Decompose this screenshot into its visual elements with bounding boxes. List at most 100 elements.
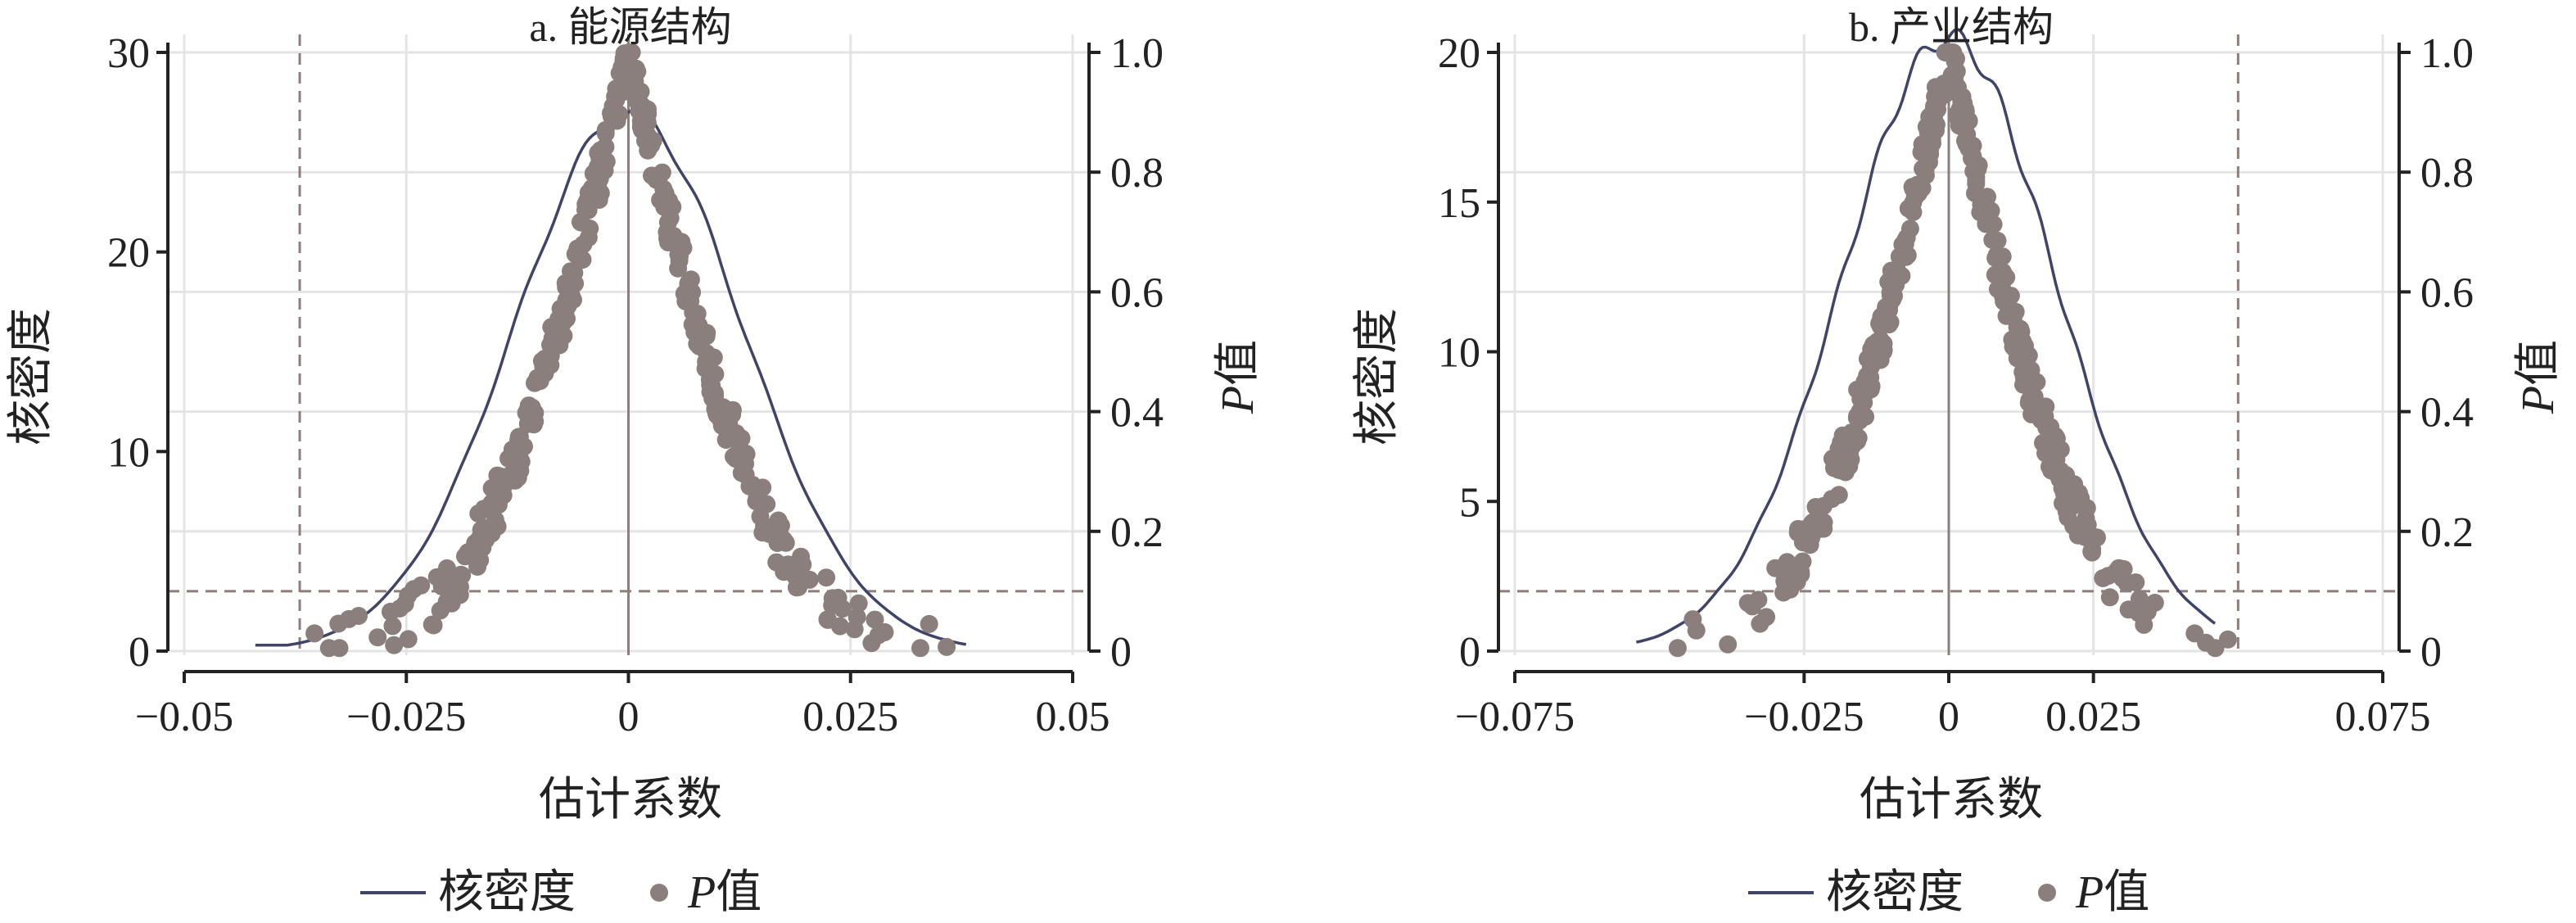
- p-value-point: [875, 622, 894, 641]
- x-tick-label: −0.075: [1455, 694, 1575, 740]
- legend-density-label: 核密度: [438, 867, 576, 918]
- p-value-point: [550, 310, 569, 328]
- p-value-point: [330, 639, 349, 658]
- left-axis-ticks: 0 10 20 30: [107, 30, 168, 676]
- p-value-point: [760, 525, 779, 543]
- chart-title: a. 能源结构: [529, 4, 731, 50]
- p-value-point: [1918, 152, 1937, 171]
- p-value-point: [1811, 499, 1829, 518]
- right-axis-ticks: 0 0.2 0.4 0.6 0.8 1.0: [2399, 30, 2474, 676]
- legend-p-suffix: 值: [716, 867, 762, 918]
- x-tick-label: −0.025: [346, 694, 466, 740]
- p-value-point: [1855, 373, 1874, 391]
- p-value-point: [541, 355, 560, 374]
- legend-p-prefix: P: [687, 867, 716, 918]
- p-value-point: [669, 259, 688, 278]
- p-value-point: [1998, 286, 2017, 305]
- p-value-point: [385, 636, 404, 654]
- legend-p-label: P值: [2075, 867, 2149, 918]
- x-tick-label: −0.025: [1744, 694, 1864, 740]
- p-value-point: [438, 569, 457, 588]
- p-value-point: [557, 278, 576, 296]
- p-value-point: [391, 599, 409, 618]
- p-value-point: [475, 500, 493, 518]
- p-value-point: [920, 614, 938, 633]
- right-tick-label: 0.2: [2420, 509, 2474, 556]
- p-value-point: [631, 111, 650, 130]
- p-value-point: [596, 124, 615, 143]
- x-tick-label: −0.05: [135, 694, 233, 740]
- p-value-point: [305, 624, 324, 643]
- left-axis-ticks: 0 5 10 15 20: [1438, 30, 1498, 676]
- p-value-point: [800, 570, 819, 589]
- p-value-point: [456, 547, 474, 566]
- p-value-point: [495, 477, 513, 495]
- p-value-point: [696, 360, 715, 378]
- p-value-point: [2022, 386, 2041, 405]
- p-value-point: [1855, 393, 1873, 412]
- right-axis-label-suffix: 值: [2513, 340, 2564, 386]
- right-axis-label: P值: [1213, 340, 1263, 414]
- p-value-point: [579, 228, 598, 247]
- p-value-point: [830, 617, 849, 636]
- p-value-point: [938, 637, 956, 656]
- p-value-point: [1738, 594, 1757, 613]
- p-value-point: [1953, 96, 1972, 114]
- p-value-point: [683, 283, 702, 301]
- p-value-point: [2206, 639, 2225, 658]
- p-value-point: [329, 614, 348, 633]
- left-tick-label: 10: [1438, 330, 1480, 377]
- left-tick-label: 0: [1459, 629, 1480, 676]
- p-value-points: [1668, 43, 2237, 658]
- p-value-point: [399, 630, 418, 649]
- p-value-point: [350, 607, 368, 625]
- p-value-point: [670, 241, 689, 260]
- legend-p-swatch: [650, 884, 668, 902]
- p-value-point: [2054, 494, 2072, 513]
- right-axis-label-prefix: P: [2513, 386, 2564, 414]
- left-tick-label: 20: [1438, 30, 1480, 77]
- left-tick-label: 0: [129, 629, 150, 676]
- p-value-point: [1947, 62, 1966, 81]
- p-value-point: [1766, 559, 1785, 577]
- p-value-point: [1777, 575, 1796, 593]
- p-value-point: [554, 327, 573, 345]
- p-value-point: [703, 376, 721, 395]
- p-value-point: [2072, 489, 2090, 508]
- p-value-point: [519, 396, 538, 415]
- p-value-point: [661, 209, 680, 228]
- right-axis-label-suffix: 值: [1213, 340, 1263, 386]
- p-value-point: [468, 558, 487, 576]
- p-value-point: [849, 594, 868, 613]
- right-tick-label: 0.8: [1110, 150, 1164, 197]
- p-value-point: [1874, 342, 1893, 361]
- right-tick-label: 0.6: [2420, 269, 2474, 316]
- p-value-point: [1984, 215, 2003, 233]
- legend-industrial-structure: 核密度 P值: [1748, 867, 2149, 918]
- p-value-point: [2083, 540, 2102, 559]
- p-value-point: [1847, 409, 1866, 428]
- right-tick-label: 0.4: [1110, 390, 1164, 437]
- p-value-point: [1870, 314, 1889, 333]
- chart-title: b. 产业结构: [1849, 4, 2054, 50]
- left-axis-label: 核密度: [6, 308, 56, 446]
- p-value-point: [451, 577, 469, 596]
- p-value-point: [424, 616, 443, 635]
- p-value-point: [706, 400, 725, 419]
- p-value-point: [737, 445, 756, 464]
- p-value-point: [787, 578, 806, 597]
- p-value-point: [368, 628, 387, 647]
- left-tick-label: 10: [107, 429, 150, 476]
- p-value-point: [1958, 125, 1977, 144]
- left-tick-label: 30: [107, 30, 150, 77]
- right-tick-label: 0.2: [1110, 509, 1164, 556]
- x-axis-ticks: −0.075 −0.025 0 0.025 0.075: [1455, 672, 2431, 740]
- p-value-point: [404, 580, 423, 599]
- x-axis-label: 估计系数: [1860, 775, 2043, 826]
- x-tick-label: 0.075: [2335, 694, 2431, 740]
- p-value-point: [590, 161, 608, 179]
- x-axis-ticks: −0.05 −0.025 0 0.025 0.05: [135, 672, 1110, 740]
- p-value-point: [845, 620, 864, 639]
